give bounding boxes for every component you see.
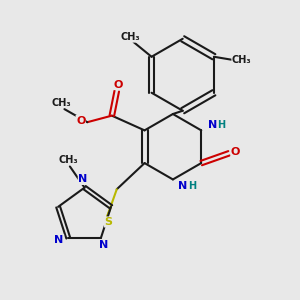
Text: O: O [231, 147, 240, 157]
Text: S: S [105, 217, 112, 227]
Text: N: N [99, 240, 108, 250]
Text: CH₃: CH₃ [51, 98, 71, 108]
Text: H: H [188, 181, 196, 191]
Text: N: N [78, 174, 88, 184]
Text: N: N [54, 235, 64, 244]
Text: CH₃: CH₃ [232, 55, 251, 65]
Text: CH₃: CH₃ [58, 155, 78, 165]
Text: N: N [208, 121, 217, 130]
Text: CH₃: CH₃ [121, 32, 140, 42]
Text: O: O [114, 80, 123, 90]
Text: H: H [218, 121, 226, 130]
Text: N: N [178, 181, 187, 191]
Text: O: O [76, 116, 86, 126]
